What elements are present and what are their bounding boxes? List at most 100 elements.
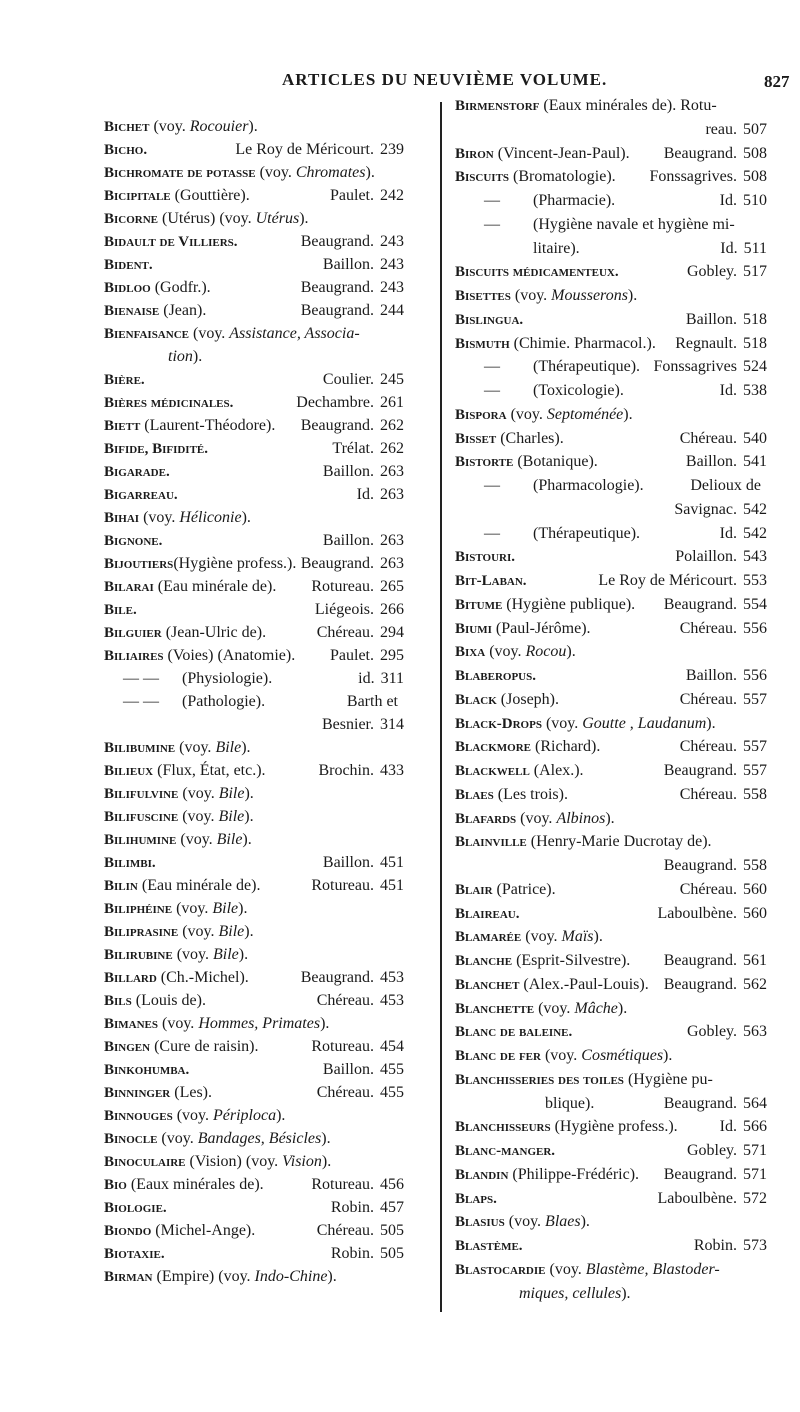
entry-headword: Bignone.	[104, 533, 163, 549]
entry-headword: Blanc-manger.	[455, 1143, 556, 1159]
entry-headword: Bilin	[104, 878, 138, 894]
index-entry-line: Bicho. Le Roy de Méricourt. 239	[104, 140, 404, 163]
entry-text: (Esprit-Silvestre).	[512, 952, 631, 969]
index-entry-line: Blainville (Henry-Marie Ducrotay de).	[455, 832, 767, 856]
index-entry-line: Blanchisseurs (Hygiène profess.). Id. 566	[455, 1117, 767, 1141]
entry-page: 239	[380, 141, 404, 158]
entry-author: Baillon.	[322, 854, 374, 871]
entry-page: 554	[743, 595, 767, 613]
entry-headword: Bilarai	[104, 579, 154, 595]
entry-author: Gobley.	[686, 263, 737, 281]
entry-author: Regnault.	[675, 334, 737, 352]
entry-page: 263	[380, 532, 404, 549]
entry-headword: Bimanes	[104, 1016, 159, 1032]
entry-text: (Michel-Ange).	[151, 1222, 256, 1239]
index-entry-line: Bit-Laban. Le Roy de Méricourt. 553	[455, 571, 767, 595]
index-entry-line: Biett (Laurent-Théodore). Beaugrand. 262	[104, 416, 404, 439]
entry-page: 242	[380, 187, 404, 204]
entry-headword: Bislingua.	[455, 311, 524, 328]
entry-headword: Bigarade.	[104, 464, 170, 480]
entry-text: (Hygiène profess.).	[173, 555, 297, 572]
entry-text-end: ).	[321, 1130, 331, 1147]
entry-headword: Bicipitale	[104, 188, 171, 204]
index-entry-line: Bidloo (Godfr.). Beaugrand. 243	[104, 278, 404, 301]
cross-reference: Albinos	[556, 809, 606, 827]
index-entry-line: — (Thérapeutique). Fonssagrives 524	[455, 357, 767, 381]
entry-page: 558	[743, 857, 767, 874]
right-column: Birmenstorf (Eaux minérales de). Rotu-re…	[455, 96, 767, 1307]
entry-author: Id.	[720, 239, 738, 257]
index-entry-line: Beaugrand. 558	[455, 856, 767, 880]
entry-text: (Laurent-Théodore).	[140, 417, 276, 434]
entry-author: Delioux de	[690, 477, 761, 494]
entry-text: (voy.	[506, 405, 547, 423]
entry-text: (Toxicologie).	[529, 382, 624, 399]
entry-headword: Bispora	[455, 406, 507, 423]
entry-headword: Binkohumba.	[104, 1062, 190, 1078]
entry-author: Baillon.	[322, 256, 374, 273]
entry-author: Beaugrand.	[663, 595, 737, 613]
entry-headword: Bisset	[455, 430, 497, 447]
entry-page: 510	[743, 192, 767, 209]
entry-text: (voy.	[504, 1213, 546, 1231]
entry-author: Gobley.	[686, 1023, 737, 1041]
entry-page: 245	[380, 371, 404, 388]
entry-author: Chéreau.	[679, 738, 737, 756]
index-entry-line: Biron (Vincent-Jean-Paul). Beaugrand. 508	[455, 144, 767, 168]
index-entry-line: Bile. Liégeois. 266	[104, 600, 404, 623]
entry-text: (voy.	[178, 785, 219, 802]
index-entry-line: Black (Joseph). Chéreau. 557	[455, 690, 767, 714]
entry-headword: Binoculaire	[104, 1154, 186, 1170]
entry-page: 266	[380, 601, 404, 618]
index-entry-line: Bifide, Bifidité. Trélat. 262	[104, 439, 404, 462]
entry-page: 263	[380, 486, 404, 503]
entry-author: Baillon.	[685, 667, 737, 684]
index-entry-line: Binkohumba. Baillon. 455	[104, 1060, 404, 1083]
entry-text: (voy.	[545, 1260, 586, 1278]
entry-headword: Blanchette	[455, 1000, 535, 1017]
entry-text: (Eaux minérales de).	[126, 1176, 264, 1193]
index-entry-line: Bijoutiers (Hygiène profess.). Beaugrand. 2…	[104, 554, 404, 577]
index-entry-line: Birman (Empire) (voy. Indo-Chine).	[104, 1267, 404, 1290]
index-entry-line: Blanc-manger. Gobley. 571	[455, 1141, 767, 1165]
entry-text: (Les trois).	[493, 785, 568, 803]
entry-page: 517	[743, 263, 767, 281]
entry-author: Beaugrand.	[300, 302, 374, 319]
entry-page: 243	[380, 256, 404, 273]
cross-reference: Maïs	[561, 928, 594, 946]
entry-author: Beaugrand.	[300, 969, 374, 986]
entry-page: 553	[743, 572, 767, 589]
entry-text: (Eaux minérales de). Rotu-	[539, 97, 717, 114]
entry-page: 542	[743, 524, 767, 542]
index-entry-line: Blanchet (Alex.-Paul-Louis). Beaugrand. 56…	[455, 975, 767, 999]
entry-text: (Philippe-Frédéric).	[508, 1165, 640, 1183]
entry-text: (Empire) (voy.	[152, 1268, 255, 1285]
index-entry-line: Biscuits médicamenteux. Gobley. 517	[455, 262, 767, 286]
entry-page: 518	[743, 310, 767, 328]
entry-page: 541	[743, 453, 767, 471]
entry-headword: Blaps.	[455, 1190, 497, 1207]
index-entry-line: Bilirubine (voy. Bile).	[104, 945, 404, 968]
cross-reference: Bile	[213, 946, 239, 963]
entry-page: 265	[380, 578, 404, 595]
index-entry-line: Bident. Baillon. 243	[104, 255, 404, 278]
entry-text: (voy.	[534, 999, 575, 1017]
entry-headword: Bio	[104, 1177, 127, 1193]
entry-text-end: ).	[623, 405, 633, 423]
entry-headword: Biotaxie.	[104, 1246, 165, 1262]
entry-author: Laboulbène.	[657, 1189, 737, 1207]
entry-headword: Blaberopus.	[455, 668, 536, 684]
cross-reference: Périploca	[212, 1107, 277, 1124]
index-entry-line: Bismuth (Chimie. Pharmacol.). Regnault. 51…	[455, 334, 767, 358]
entry-author: Id.	[719, 524, 737, 542]
entry-page: 561	[743, 952, 767, 969]
entry-author: Beaugrand.	[663, 975, 737, 993]
entry-page: 557	[743, 690, 767, 708]
entry-headword: Biondo	[104, 1223, 152, 1239]
entry-text-end: ).	[299, 210, 309, 227]
entry-headword: Bistouri.	[455, 549, 516, 566]
cross-reference: Rocouier	[189, 118, 249, 135]
entry-author: Beaugrand.	[300, 417, 374, 434]
entry-author: Robin.	[330, 1199, 374, 1216]
entry-text: (Hygiène publique).	[502, 595, 636, 613]
